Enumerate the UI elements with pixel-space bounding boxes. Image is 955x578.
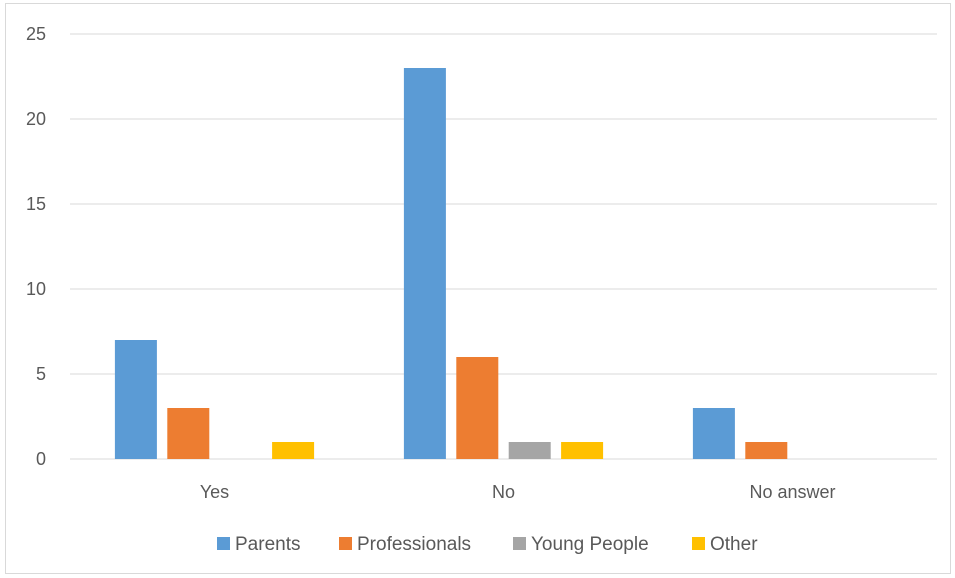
legend-label-young-people: Young People (531, 534, 649, 555)
legend-swatch-professionals (339, 537, 352, 550)
y-tick-label-25: 25 (26, 24, 46, 44)
legend-swatch-other (692, 537, 705, 550)
bar-other-yes (272, 442, 315, 459)
y-tick-label-0: 0 (36, 449, 46, 469)
legend-label-professionals: Professionals (357, 534, 471, 555)
bar-professionals-no (456, 357, 499, 459)
x-axis-ticks: Yes No No answer (200, 482, 836, 502)
bar-young-people-no (508, 442, 551, 459)
gridlines (70, 33, 937, 460)
bar-other-no (561, 442, 604, 459)
bar-parents-no-answer (692, 408, 735, 459)
bar-professionals-yes (167, 408, 210, 459)
legend: Parents Professionals Young People Other (217, 534, 758, 555)
y-tick-label-10: 10 (26, 279, 46, 299)
legend-swatch-young-people (513, 537, 526, 550)
x-tick-label-no: No (492, 482, 515, 502)
x-tick-label-no-answer: No answer (749, 482, 835, 502)
y-tick-label-5: 5 (36, 364, 46, 384)
legend-swatch-parents (217, 537, 230, 550)
y-tick-label-20: 20 (26, 109, 46, 129)
legend-label-other: Other (710, 534, 758, 555)
y-axis-ticks: 0 5 10 15 20 25 (26, 24, 46, 469)
bar-parents-no (403, 68, 446, 459)
bars (114, 68, 788, 459)
legend-label-parents: Parents (235, 534, 300, 555)
x-tick-label-yes: Yes (200, 482, 229, 502)
y-tick-label-15: 15 (26, 194, 46, 214)
bar-parents-yes (114, 340, 157, 459)
bar-professionals-no-answer (745, 442, 788, 459)
